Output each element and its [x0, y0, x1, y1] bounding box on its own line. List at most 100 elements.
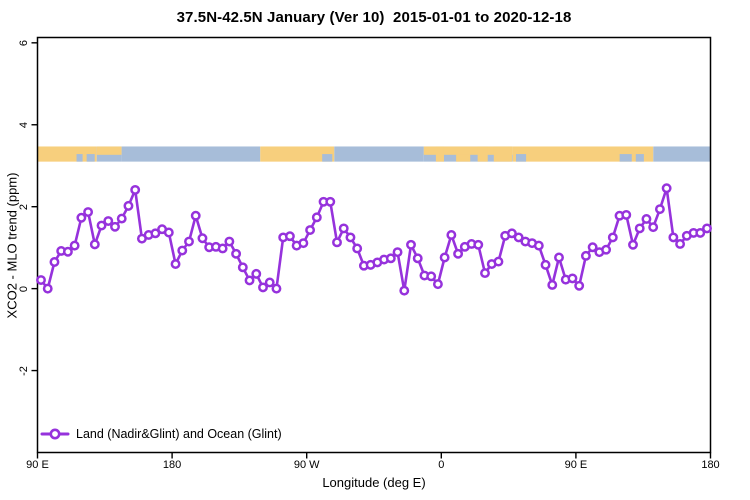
band-segment-land — [512, 146, 654, 162]
band-patch-land — [456, 154, 471, 162]
data-point-marker — [648, 222, 659, 233]
data-point-marker — [621, 209, 632, 220]
data-point-marker — [654, 204, 665, 215]
data-point-marker — [439, 252, 450, 263]
data-point-marker — [432, 279, 443, 290]
data-point-marker — [506, 228, 517, 239]
data-point-marker — [42, 283, 53, 294]
data-point-marker — [251, 268, 262, 279]
data-point-marker — [702, 223, 712, 234]
x-tick-label: 90 E — [26, 459, 49, 471]
data-point-marker — [426, 271, 437, 282]
band-patch-land — [477, 146, 488, 162]
data-point-marker — [473, 239, 484, 250]
data-point-marker — [163, 227, 174, 238]
data-point-marker — [446, 230, 457, 240]
data-point-marker — [130, 184, 141, 195]
band-patch-land — [493, 146, 512, 162]
data-point-marker — [453, 248, 464, 259]
data-point-marker — [641, 214, 652, 224]
data-point-marker — [385, 253, 396, 264]
data-point-marker — [668, 232, 679, 243]
data-point-marker — [412, 253, 423, 264]
legend-label: Land (Nadir&Glint) and Ocean (Glint) — [76, 427, 282, 441]
band-patch-ocean — [322, 154, 333, 162]
data-point-marker — [62, 246, 73, 257]
y-tick-label: 0 — [18, 285, 30, 292]
data-point-marker — [567, 273, 578, 284]
band-patch-ocean — [76, 154, 83, 162]
data-point-marker — [554, 252, 564, 263]
data-point-marker — [103, 216, 114, 226]
data-point-marker — [89, 239, 100, 250]
data-point-marker — [675, 239, 686, 249]
data-point-marker — [123, 200, 134, 211]
band-segment-land — [260, 146, 335, 162]
data-point-marker — [197, 233, 208, 244]
data-point-marker — [76, 212, 87, 223]
data-point-marker — [244, 275, 255, 286]
x-tick-label: 180 — [162, 459, 182, 471]
data-point-marker — [258, 282, 268, 293]
data-point-marker — [540, 259, 551, 270]
band-patch-ocean — [86, 154, 95, 162]
x-tick-label: 90 E — [564, 459, 588, 471]
band-segment-ocean — [121, 146, 261, 162]
band-segment-ocean — [334, 146, 424, 162]
data-point-marker — [580, 250, 591, 261]
data-point-marker — [264, 277, 275, 288]
y-tick-label: -2 — [18, 365, 30, 376]
data-point-marker — [36, 275, 46, 285]
legend-marker — [49, 428, 61, 440]
data-point-marker — [406, 239, 416, 250]
x-axis-label: Longitude (deg E) — [322, 475, 426, 490]
data-point-marker — [96, 220, 107, 231]
data-point-marker — [634, 223, 645, 234]
band-segment-coast — [96, 146, 122, 155]
data-point-marker — [231, 248, 242, 259]
data-point-marker — [190, 210, 201, 221]
data-point-marker — [601, 244, 612, 255]
data-point-marker — [110, 221, 120, 232]
data-point-marker — [352, 243, 363, 254]
band-patch-ocean — [619, 154, 632, 162]
band-patch-land — [435, 146, 444, 162]
data-point-marker — [695, 227, 706, 238]
data-point-marker — [69, 240, 80, 251]
data-point-marker — [513, 232, 524, 243]
band-segment-coast — [423, 146, 513, 155]
data-point-marker — [392, 247, 403, 258]
band-segment-ocean — [653, 146, 711, 162]
data-point-marker — [298, 238, 309, 249]
data-point-marker — [338, 223, 349, 234]
data-point-marker — [116, 213, 127, 224]
data-point-marker — [325, 196, 336, 207]
data-point-marker — [533, 240, 544, 251]
data-point-marker — [628, 239, 638, 250]
chart-title: 37.5N-42.5N January (Ver 10) 2015-01-01 … — [176, 9, 572, 26]
data-point-marker — [237, 262, 248, 273]
band-patch-ocean — [516, 154, 527, 162]
x-tick-label: 90 W — [293, 459, 320, 471]
data-point-marker — [177, 245, 188, 256]
y-tick-label: 6 — [18, 39, 30, 46]
plot-frame — [36, 36, 712, 454]
data-point-marker — [547, 279, 558, 290]
data-point-marker — [493, 256, 504, 267]
y-tick-label: 4 — [18, 121, 30, 128]
data-point-marker — [311, 212, 322, 223]
data-point-marker — [184, 236, 194, 247]
data-point-marker — [83, 207, 94, 217]
y-tick-label: 2 — [18, 203, 30, 210]
data-point-marker — [271, 283, 282, 294]
band-patch-ocean — [635, 154, 644, 162]
data-point-marker — [49, 257, 60, 267]
data-point-marker — [150, 228, 161, 239]
data-point-marker — [480, 268, 490, 279]
x-tick-label: 180 — [701, 459, 720, 471]
data-point-marker — [284, 231, 295, 242]
data-point-marker — [224, 236, 235, 247]
data-point-marker — [217, 243, 228, 254]
data-point-marker — [305, 225, 316, 235]
